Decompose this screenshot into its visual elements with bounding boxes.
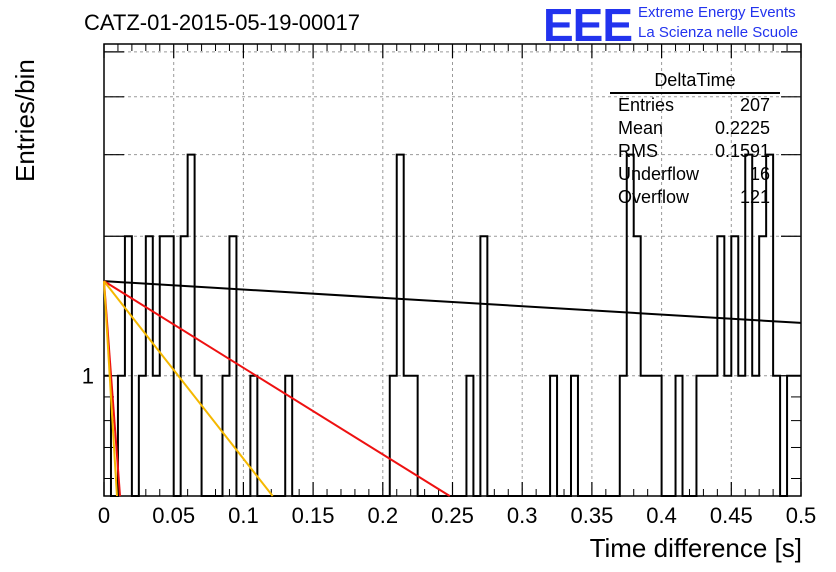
- x-tick-label: 0.45: [710, 503, 753, 528]
- x-tick-label: 0.1: [228, 503, 259, 528]
- histogram-outline: [104, 153, 801, 497]
- stats-row-rms: RMS 0.1591: [610, 140, 780, 163]
- x-tick-label: 0.3: [507, 503, 538, 528]
- stats-label: RMS: [618, 141, 658, 161]
- x-tick-label: 0.15: [292, 503, 335, 528]
- x-tick-label: 0.25: [431, 503, 474, 528]
- stats-value: 16: [749, 164, 770, 184]
- brand-line-2: La Scienza nelle Scuole: [638, 24, 799, 41]
- eee-logo-mark: EEE: [543, 0, 633, 51]
- stats-row-mean: Mean 0.2225: [610, 117, 780, 140]
- x-tick-label: 0.05: [152, 503, 195, 528]
- axis-ticks: [103, 44, 802, 496]
- eee-logo: EEE Extreme Energy Events La Scienza nel…: [543, 0, 833, 51]
- stats-label: Underflow: [618, 164, 700, 184]
- stats-value: 0.1591: [714, 141, 770, 161]
- x-tick-label: 0.2: [368, 503, 399, 528]
- stats-box: DeltaTime Entries 207 Mean 0.2225 RMS 0.…: [610, 70, 780, 209]
- y-tick-labels: 1: [82, 364, 94, 389]
- x-tick-label: 0.4: [646, 503, 677, 528]
- brand-line-1: Extreme Energy Events: [638, 4, 796, 21]
- fit-lines: [103, 280, 802, 497]
- stats-title: DeltaTime: [610, 70, 780, 94]
- stats-label: Entries: [618, 95, 675, 115]
- stats-value: 207: [739, 95, 770, 115]
- x-axis-label: Time difference [s]: [589, 533, 802, 563]
- x-tick-label: 0.5: [786, 503, 817, 528]
- fit-line: [103, 281, 118, 497]
- stats-row-entries: Entries 207: [610, 94, 780, 117]
- fit-line: [103, 280, 274, 497]
- stats-row-overflow: Overflow 121: [610, 186, 780, 209]
- y-tick-label: 1: [82, 364, 94, 389]
- x-tick-label: 0: [98, 503, 110, 528]
- stats-value: 121: [739, 187, 770, 207]
- fit-line: [103, 280, 802, 324]
- chart-title: CATZ-01-2015-05-19-00017: [84, 10, 360, 35]
- stats-row-underflow: Underflow 16: [610, 163, 780, 186]
- fit-line: [103, 280, 451, 497]
- y-axis-label: Entries/bin: [10, 59, 40, 182]
- stats-label: Overflow: [618, 187, 690, 207]
- x-tick-label: 0.35: [570, 503, 613, 528]
- x-tick-labels: 0 0.05 0.1 0.15 0.2 0.25 0.3 0.35 0.4 0.45 0.5: [98, 503, 816, 528]
- stats-label: Mean: [618, 118, 664, 138]
- stats-value: 0.2225: [714, 118, 770, 138]
